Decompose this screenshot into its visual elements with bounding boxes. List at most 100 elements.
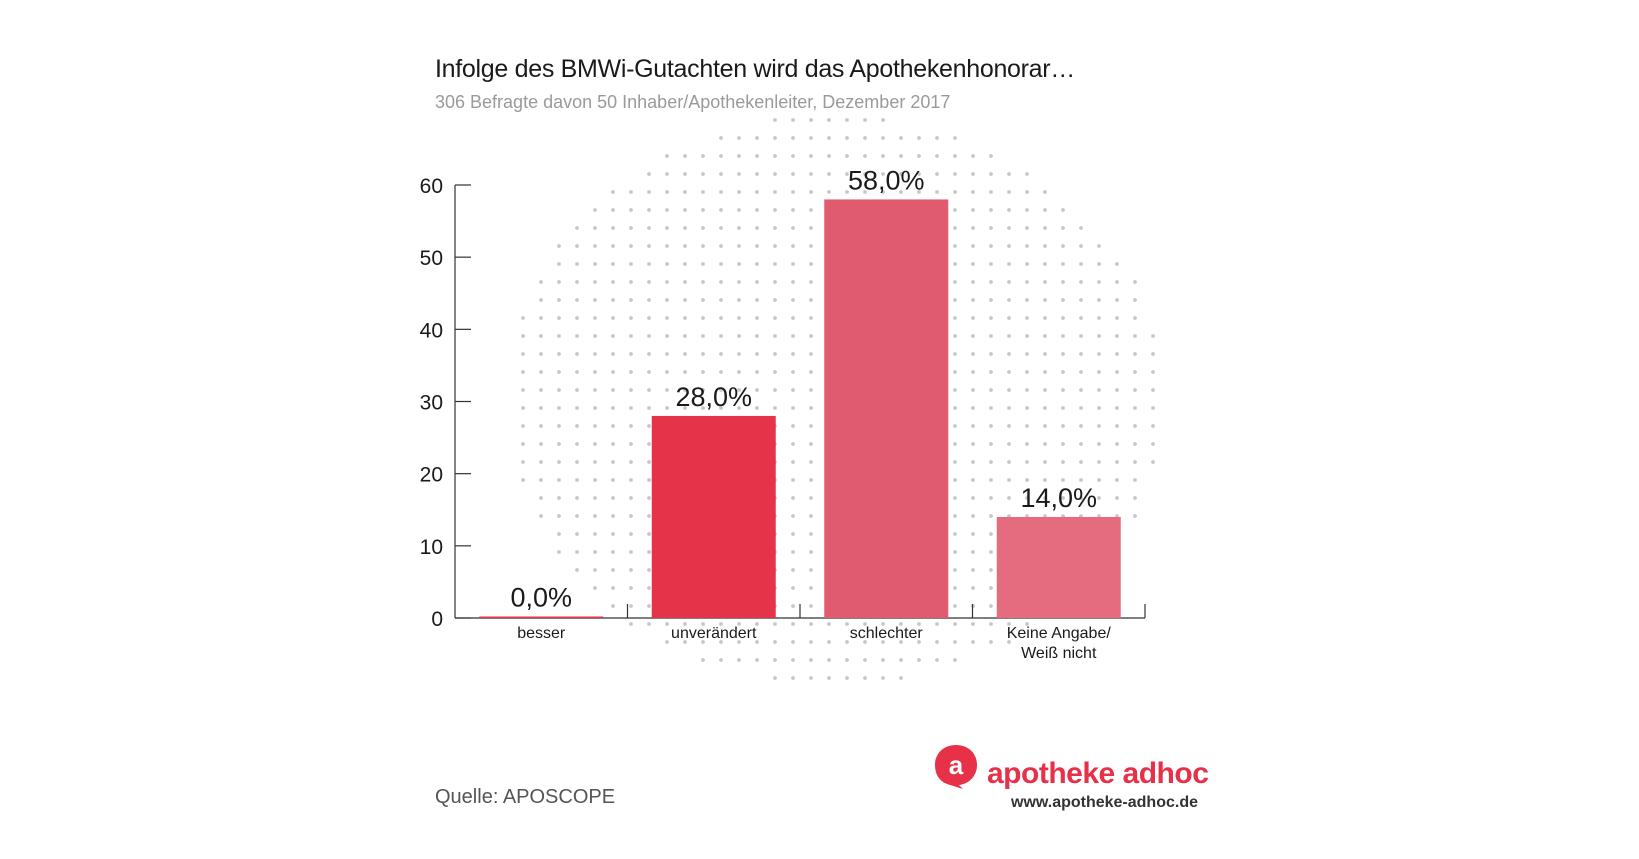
background-dot xyxy=(1133,496,1137,500)
background-dot xyxy=(611,550,615,554)
background-dot xyxy=(1079,226,1083,230)
background-dot xyxy=(1043,460,1047,464)
background-dot xyxy=(809,118,813,122)
background-dot xyxy=(1133,370,1137,374)
background-dot xyxy=(755,334,759,338)
background-dot xyxy=(683,190,687,194)
background-dot xyxy=(575,370,579,374)
chart-bars xyxy=(479,199,1121,618)
background-dot xyxy=(917,622,921,626)
background-dot xyxy=(1007,496,1011,500)
background-dot xyxy=(755,658,759,662)
background-dot xyxy=(1097,514,1101,518)
background-dot xyxy=(809,406,813,410)
background-dot xyxy=(791,208,795,212)
background-dot xyxy=(863,118,867,122)
background-dot xyxy=(791,658,795,662)
background-dot xyxy=(521,352,525,356)
background-dot xyxy=(737,262,741,266)
background-dot xyxy=(737,640,741,644)
background-dot xyxy=(809,352,813,356)
background-dot xyxy=(1007,460,1011,464)
background-dot xyxy=(953,568,957,572)
background-dot xyxy=(791,676,795,680)
data-label: 58,0% xyxy=(848,165,925,195)
background-dot xyxy=(611,298,615,302)
background-dot xyxy=(953,586,957,590)
brand-logo[interactable]: a apotheke adhoc xyxy=(933,743,1209,789)
background-dot xyxy=(791,280,795,284)
background-dot xyxy=(647,370,651,374)
background-dot xyxy=(539,460,543,464)
background-dot xyxy=(863,676,867,680)
background-dot xyxy=(773,316,777,320)
background-dot xyxy=(737,190,741,194)
background-dot xyxy=(989,190,993,194)
background-dot xyxy=(575,424,579,428)
background-dot xyxy=(1097,262,1101,266)
background-dot xyxy=(629,586,633,590)
background-dot xyxy=(1151,388,1155,392)
background-dot xyxy=(881,172,885,176)
background-dot xyxy=(611,604,615,608)
background-dot xyxy=(1097,316,1101,320)
background-dot xyxy=(917,136,921,140)
background-dot xyxy=(845,640,849,644)
background-dot xyxy=(881,118,885,122)
background-dot xyxy=(593,244,597,248)
background-dot xyxy=(863,640,867,644)
background-dot xyxy=(1025,334,1029,338)
background-dot xyxy=(1025,352,1029,356)
background-dot xyxy=(755,136,759,140)
background-dot xyxy=(791,316,795,320)
background-dot xyxy=(593,442,597,446)
background-dot xyxy=(899,676,903,680)
background-dot xyxy=(827,136,831,140)
background-dot xyxy=(917,658,921,662)
background-dot xyxy=(1025,442,1029,446)
background-dot xyxy=(953,658,957,662)
background-dot xyxy=(1079,280,1083,284)
background-dot xyxy=(629,352,633,356)
background-dot xyxy=(899,172,903,176)
background-dot xyxy=(809,226,813,230)
brand-url[interactable]: www.apotheke-adhoc.de xyxy=(1011,794,1198,811)
data-label: 0,0% xyxy=(510,583,572,613)
background-dot xyxy=(809,658,813,662)
source-note: Quelle: APOSCOPE xyxy=(435,786,616,808)
background-dot xyxy=(989,172,993,176)
background-dot xyxy=(809,316,813,320)
category-label: unverändert xyxy=(671,625,757,642)
background-dot xyxy=(1061,244,1065,248)
background-dot xyxy=(953,352,957,356)
background-dot xyxy=(773,676,777,680)
background-dot xyxy=(809,262,813,266)
background-dot xyxy=(971,388,975,392)
background-dot xyxy=(737,658,741,662)
background-dot xyxy=(755,190,759,194)
background-dot xyxy=(1079,262,1083,266)
background-dot xyxy=(629,280,633,284)
background-dot xyxy=(737,352,741,356)
background-dot xyxy=(809,280,813,284)
background-dot xyxy=(683,370,687,374)
background-dot xyxy=(1133,478,1137,482)
background-dot xyxy=(701,262,705,266)
background-dot xyxy=(647,406,651,410)
background-dot xyxy=(737,208,741,212)
background-dot xyxy=(791,298,795,302)
background-dot xyxy=(989,298,993,302)
background-dot xyxy=(917,172,921,176)
background-dot xyxy=(665,334,669,338)
background-dot xyxy=(809,460,813,464)
background-dot xyxy=(971,316,975,320)
background-dot xyxy=(917,154,921,158)
background-dot xyxy=(665,262,669,266)
background-dot xyxy=(1115,298,1119,302)
background-dot xyxy=(953,208,957,212)
background-dot xyxy=(1061,352,1065,356)
background-dot xyxy=(791,532,795,536)
y-tick-label: 10 xyxy=(420,536,443,559)
background-dot xyxy=(971,244,975,248)
background-dot xyxy=(629,514,633,518)
